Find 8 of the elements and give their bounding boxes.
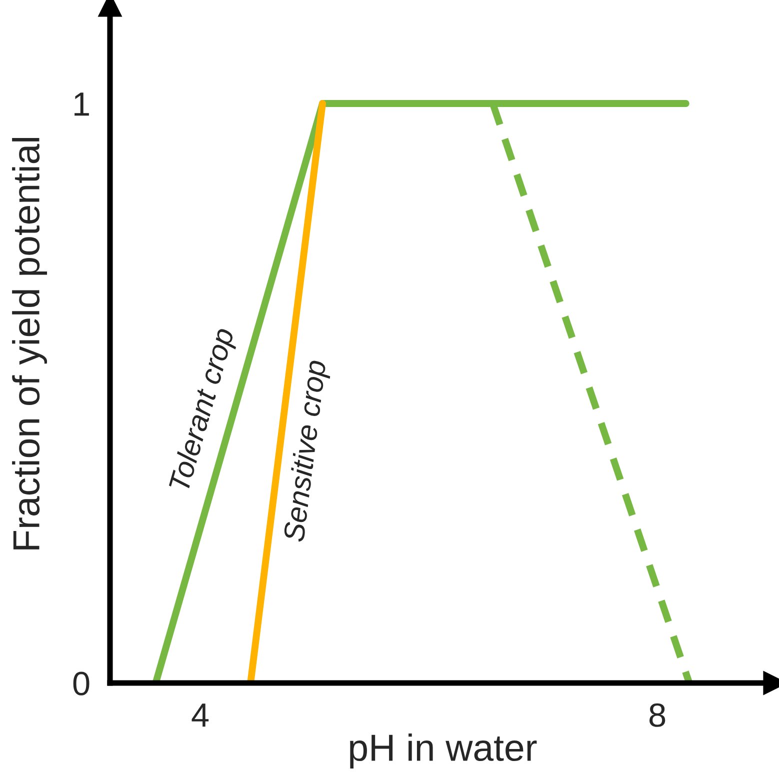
y-axis-title: Fraction of yield potential [12,138,48,550]
y-tick-label: 0 [73,672,90,696]
text: Tolerant crop [168,326,240,494]
x-axis-title: pH in water [350,734,537,768]
x-tick-label: 4 [192,704,209,727]
y-tick-label: 1 [74,92,89,116]
x-tick-label: 8 [649,703,666,727]
text: Sensitive crop [282,360,332,543]
